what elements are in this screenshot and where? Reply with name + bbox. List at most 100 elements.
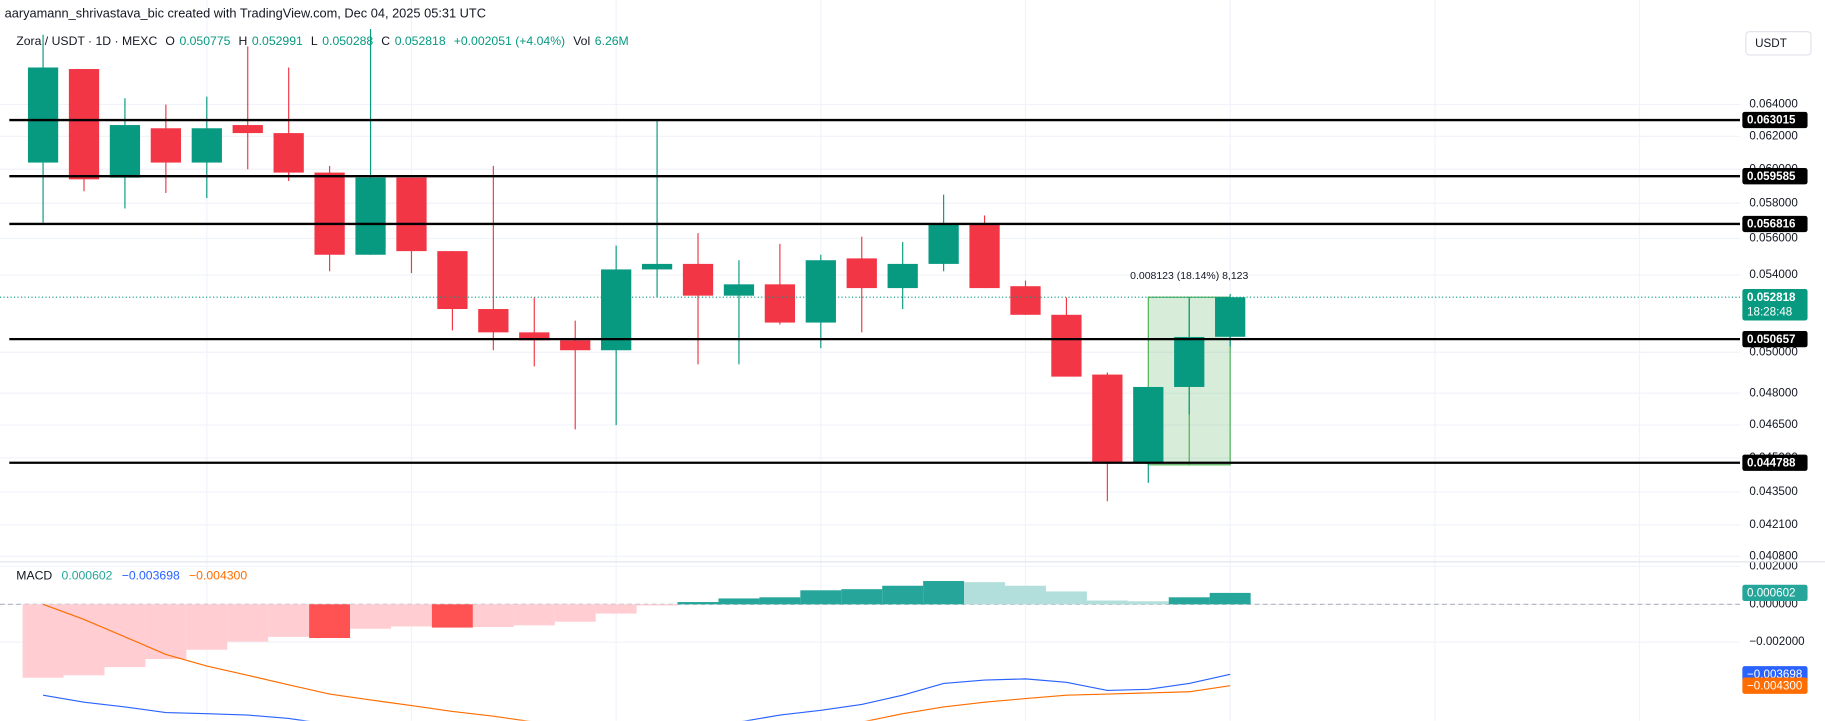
y-tick-label: 0.054000 (1749, 268, 1798, 281)
macd-badge-label: 0.000602 (1747, 587, 1796, 600)
macd-name: MACD (16, 569, 52, 583)
macd-histogram-bar (595, 604, 637, 614)
level-label: 0.056816 (1747, 218, 1796, 231)
legend: Zora / USDT · 1D · MEXC O 0.050775 H 0.0… (16, 34, 628, 48)
attribution: aaryamann_shrivastava_bic created with T… (5, 6, 486, 21)
current-price-label: 0.052818 (1747, 291, 1796, 304)
current-price-badge (1742, 289, 1808, 321)
y-tick-label: 0.056000 (1749, 232, 1798, 245)
macd-pane (0, 581, 1741, 721)
legend-volume: 6.26M (595, 34, 629, 48)
candle-body (396, 177, 427, 252)
macd-signal-line (42, 603, 1231, 721)
macd-line-value: −0.003698 (122, 569, 180, 583)
macd-histogram-bar (22, 604, 64, 678)
candle-body (150, 128, 181, 163)
macd-histogram-bar (268, 604, 310, 637)
macd-line (42, 673, 1231, 721)
macd-histogram-bar (1045, 591, 1087, 605)
candle-body (273, 133, 304, 173)
candle-body (437, 251, 468, 310)
macd-histogram-bar (964, 582, 1006, 605)
macd-histogram-bar (186, 604, 228, 650)
candle-body (601, 269, 632, 351)
candle-body (887, 263, 918, 289)
countdown: 18:28:48 (1747, 305, 1792, 318)
candle-body (27, 67, 59, 163)
macd-histogram-bar (1127, 601, 1169, 605)
macd-histogram-bar (841, 589, 883, 605)
level-badge (1742, 330, 1808, 348)
macd-histogram-bar (513, 604, 555, 626)
y-tick-label: 0.042100 (1749, 518, 1798, 531)
candle-body (1215, 297, 1246, 337)
candle-body (191, 128, 222, 163)
legend-l-label: L (311, 34, 318, 48)
legend-o-label: O (165, 34, 175, 48)
legend-vol-label: Vol (573, 34, 590, 48)
legend-open: 0.050775 (179, 34, 230, 48)
macd-histogram-bar (677, 602, 719, 605)
macd-histogram-bar (923, 581, 965, 605)
candle-body (1092, 374, 1123, 463)
macd-histogram-bar (227, 604, 269, 642)
legend-close: 0.052818 (395, 34, 446, 48)
level-label: 0.044788 (1747, 456, 1796, 469)
y-tick-label: 0.062000 (1749, 129, 1798, 142)
candle-body (560, 340, 591, 351)
macd-histogram-bar (145, 604, 187, 660)
candle-body (682, 263, 714, 296)
macd-histogram-bar (63, 604, 105, 676)
level-badge (1742, 111, 1808, 129)
macd-histogram-bar (350, 604, 392, 629)
candle-body (232, 125, 263, 134)
macd-histogram-bar (759, 597, 801, 605)
macd-histogram-bar (800, 590, 842, 605)
y-tick-label: 0.048000 (1749, 386, 1798, 399)
candle-body (1051, 314, 1082, 377)
level-label: 0.063015 (1747, 114, 1796, 127)
macd-histogram-bar (1005, 585, 1046, 605)
legend-low: 0.050288 (322, 34, 373, 48)
macd-histogram-bar (472, 604, 514, 628)
candle-body (846, 258, 877, 289)
candle-body (805, 260, 836, 323)
level-badge (1742, 168, 1808, 185)
candle-body (1010, 286, 1041, 315)
candle-body (109, 125, 141, 178)
legend-h-label: H (238, 34, 247, 48)
y-tick-label: 0.046500 (1749, 418, 1798, 431)
y-tick-label: 0.040800 (1749, 549, 1798, 562)
macd-histogram-bar (636, 604, 678, 606)
macd-badge (1742, 584, 1808, 602)
candle-body (641, 263, 673, 270)
candle-body (355, 177, 386, 255)
macd-histogram-bar (882, 585, 924, 605)
currency: USDT (1755, 37, 1787, 50)
y-tick-label: 0.058000 (1749, 196, 1798, 209)
candle-body (1133, 386, 1164, 463)
macd-signal-value: −0.004300 (189, 569, 247, 583)
price-pane (0, 28, 1741, 502)
candle-body (314, 172, 345, 255)
candle-body (928, 224, 959, 264)
currency-box[interactable] (1745, 31, 1812, 56)
macd-badge (1742, 677, 1808, 694)
macd-tick-label: −0.002000 (1749, 635, 1805, 648)
candle-body (1174, 336, 1205, 387)
macd-histogram-bar (554, 604, 596, 622)
macd-tick-label: 0.002000 (1749, 560, 1798, 573)
level-badge (1742, 215, 1808, 233)
legend-c-label: C (381, 34, 390, 48)
y-tick-label: 0.043500 (1749, 485, 1798, 498)
macd-badge-label: −0.004300 (1747, 679, 1803, 692)
y-tick-label: 0.050000 (1749, 345, 1798, 358)
level-label: 0.059585 (1747, 170, 1796, 183)
level-label: 0.050657 (1747, 333, 1796, 346)
level-badge (1742, 454, 1808, 471)
macd-legend: MACD 0.000602 −0.003698 −0.004300 (16, 569, 247, 583)
macd-histogram-bar (309, 604, 351, 638)
candle-body (519, 332, 550, 341)
candle-body (723, 284, 755, 296)
